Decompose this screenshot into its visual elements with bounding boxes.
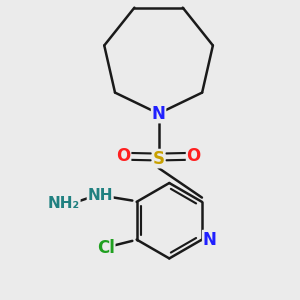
- Text: S: S: [153, 150, 165, 168]
- Text: O: O: [187, 147, 201, 165]
- Text: N: N: [152, 105, 166, 123]
- Text: NH₂: NH₂: [48, 196, 80, 211]
- Text: NH: NH: [87, 188, 113, 203]
- Text: Cl: Cl: [97, 239, 115, 257]
- Text: N: N: [203, 231, 217, 249]
- Text: O: O: [116, 147, 130, 165]
